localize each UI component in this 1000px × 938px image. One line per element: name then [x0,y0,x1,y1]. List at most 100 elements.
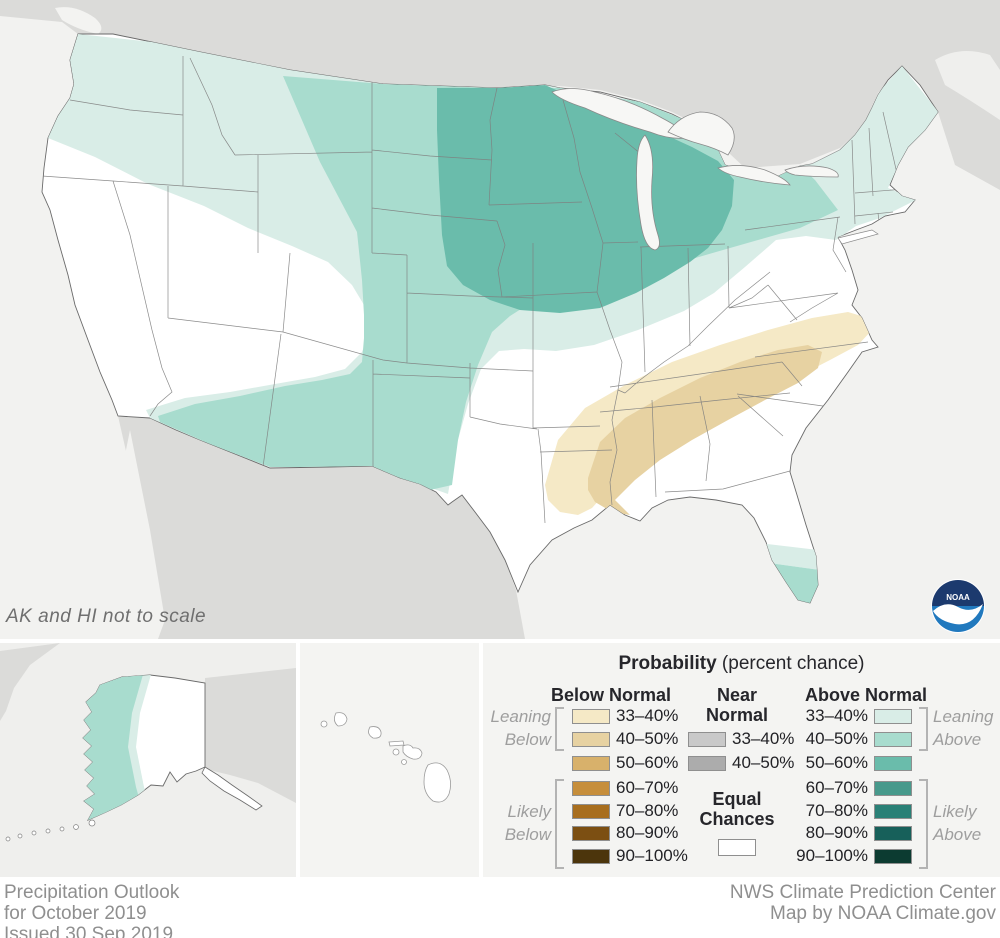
leaning-above-label: Leaning Above [933,707,994,749]
above-row-70-80: 70–80% [780,801,912,820]
below-33-40-swatch [572,708,610,724]
conus-map [0,0,1000,639]
above-80-90-swatch [874,825,912,841]
footer-title-line: Precipitation Outlook [4,882,180,903]
legend-title: Probability (percent chance) [483,653,1000,675]
below-normal-header: Below Normal [550,685,672,705]
likely-below-bracket [555,779,564,869]
below-row-40-50: 40–50% [572,729,679,748]
hawaiian-islands [320,712,451,803]
canada-landmass [0,0,1000,190]
below-50-60-label: 50–60% [616,753,679,772]
alaska-panhandle [201,766,263,811]
above-row-60-70: 60–70% [780,778,912,797]
footer-left: Precipitation Outlook for October 2019 I… [4,882,179,938]
above-70-80-label: 70–80% [805,801,868,820]
scale-note: AK and HI not to scale [6,606,207,627]
footer-issued-line: Issued 30 Sep 2019 [4,924,174,938]
above-row-90-100: 90–100% [780,846,912,865]
footer-credit-line: Map by NOAA Climate.gov [770,903,996,924]
near-33-40-label: 33–40% [732,729,795,748]
below-row-50-60: 50–60% [572,753,679,772]
above-40-50-label: 40–50% [805,729,868,748]
above-row-40-50: 40–50% [780,729,912,748]
canada-landmass-ak [205,668,296,803]
mexico-landmass [118,416,525,639]
noaa-logo: NOAA [931,579,985,633]
near-40-50-swatch [688,755,726,771]
long-island [837,229,879,245]
above-50-60-swatch [874,755,912,771]
above-70-80-swatch [874,803,912,819]
near-row-40-50: 40–50% [688,753,795,772]
leaning-below-bracket [555,707,564,751]
conus-map-svg [0,0,1000,639]
aleutian-islands [5,819,96,842]
below-50-60-swatch [572,755,610,771]
near-33-40-swatch [688,731,726,747]
noaa-seagull-icon [933,604,983,625]
below-40-50-label: 40–50% [616,729,679,748]
above-50-60-label: 50–60% [805,753,868,772]
alaska-shading [83,675,154,820]
hawaii-inset-svg [300,643,479,877]
likely-below-label: Likely Below [504,802,551,844]
hawaii-inset [300,643,479,877]
leaning-below-label: Leaning Below [490,707,551,749]
below-row-70-80: 70–80% [572,801,678,820]
alaska-inset-svg [0,643,296,877]
above-row-33-40: 33–40% [780,706,912,725]
lake-huron [667,111,735,156]
russia-landmass [0,643,60,721]
lake-ontario [784,165,839,178]
above-normal-header: Above Normal [804,685,928,705]
above-33-40-swatch [874,708,912,724]
footer-source-line: NWS Climate Prediction Center [729,882,996,903]
above-row-50-60: 50–60% [780,753,912,772]
below-60-70-swatch [572,780,610,796]
near-row-33-40: 33–40% [688,729,795,748]
lake-erie [717,165,791,186]
alaska-above-40-50 [83,675,146,820]
below-row-60-70: 60–70% [572,778,679,797]
above-40-50-swatch [874,731,912,747]
oahu-island [368,726,382,739]
kauai-island [334,712,348,727]
big-island [423,762,451,803]
below-90-100-swatch [572,848,610,864]
footer-right: NWS Climate Prediction Center Map by NOA… [730,882,996,924]
above-row-80-90: 80–90% [780,823,912,842]
state-borders [42,56,906,524]
below-40-50-region [588,345,822,515]
kahoolawe-island [401,759,407,765]
likely-above-label: Likely Above [933,802,982,844]
above-33-40-label: 33–40% [805,706,868,725]
legend-title-bold: Probability [618,653,717,674]
below-80-90-label: 80–90% [616,823,679,842]
below-40-50-swatch [572,731,610,747]
vancouver-island [55,7,102,35]
near-40-50-label: 40–50% [732,753,795,772]
hawaii-ocean [300,643,479,877]
below-row-33-40: 33–40% [572,706,679,725]
leaning-above-bracket [919,707,928,751]
great-lakes [551,88,839,251]
likely-above-bracket [919,779,928,869]
above-60-70-label: 60–70% [805,778,868,797]
above-80-90-label: 80–90% [805,823,868,842]
molokai-island [388,740,405,747]
equal-chances-label: Equal Chances [699,789,775,829]
alaska-inset [0,643,296,877]
near-normal-header: Near Normal [705,685,768,725]
below-33-40-label: 33–40% [616,706,679,725]
below-60-70-label: 60–70% [616,778,679,797]
below-90-100-label: 90–100% [616,846,688,865]
above-90-100-swatch [874,848,912,864]
niihau-island [320,720,328,728]
maui-island [402,744,423,760]
gulf-of-california [122,430,165,639]
above-90-100-label: 90–100% [796,846,868,865]
noaa-logo-text: NOAA [946,593,970,602]
legend-panel: Probability (percent chance) Below Norma… [483,643,1000,877]
